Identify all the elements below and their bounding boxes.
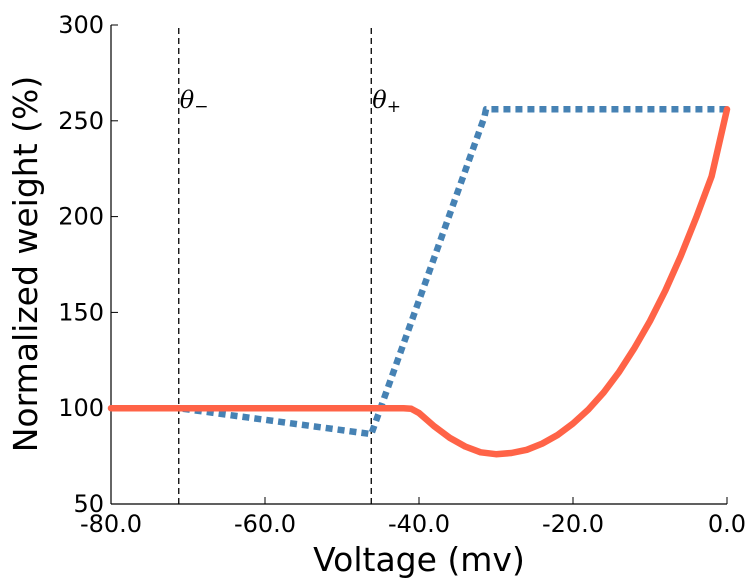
threshold-label-2: θ+ xyxy=(372,86,401,117)
y-axis-title: Normalized weight (%) xyxy=(6,76,45,453)
series-lines xyxy=(107,106,731,458)
y-tick-label: 100 xyxy=(58,394,104,422)
threshold-label-1: θ− xyxy=(180,86,209,117)
x-tick-label: -60.0 xyxy=(234,510,296,538)
x-tick-label: -20.0 xyxy=(542,510,604,538)
series-line-2-solid xyxy=(107,106,731,458)
series-line-1-dotted xyxy=(111,106,727,438)
threshold-subscript-2: + xyxy=(387,97,401,117)
threshold-subscript-1: − xyxy=(194,97,208,117)
y-tick-label: 50 xyxy=(73,490,104,518)
y-tick-label: 300 xyxy=(58,11,104,39)
y-tick-label: 150 xyxy=(58,298,104,326)
x-tick-label: 0.0 xyxy=(708,510,746,538)
ticks: -80.0 -60.0 -40.0 -20.0 0.0 50 100 150 200 250 300 xyxy=(58,11,746,538)
y-tick-label: 250 xyxy=(58,107,104,135)
x-tick-label: -80.0 xyxy=(80,510,142,538)
x-axis-title: Voltage (mv) xyxy=(313,540,525,579)
x-tick-label: -40.0 xyxy=(388,510,450,538)
y-tick-label: 200 xyxy=(58,203,104,231)
